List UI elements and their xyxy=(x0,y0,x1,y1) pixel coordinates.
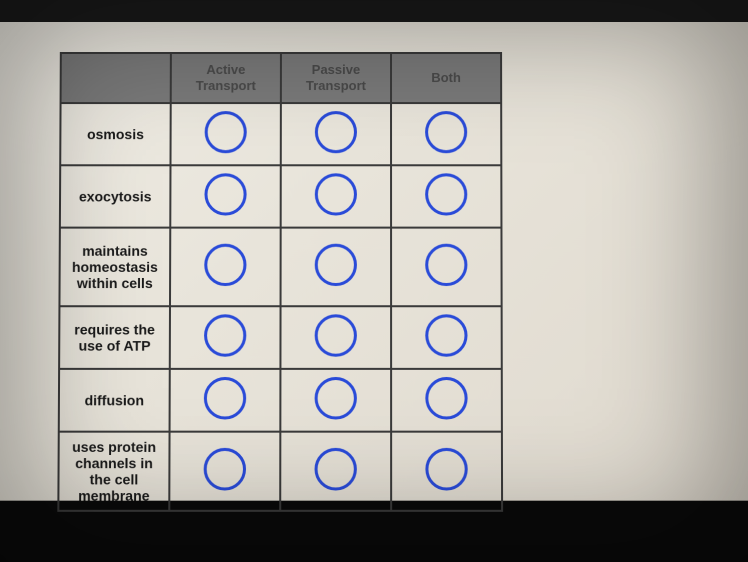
radio-cell xyxy=(280,306,391,369)
table-body: osmosis exocytosis maintains homeostasis… xyxy=(58,103,502,511)
radio-option-exocytosis-both[interactable] xyxy=(425,173,467,215)
column-header-passive: Passive Transport xyxy=(281,53,391,103)
radio-cell xyxy=(391,369,502,432)
radio-option-homeostasis-both[interactable] xyxy=(425,243,467,285)
radio-cell xyxy=(391,228,502,307)
transport-classification-table: Active Transport Passive Transport Both … xyxy=(57,52,503,512)
radio-cell xyxy=(391,432,502,512)
radio-option-protein-both[interactable] xyxy=(425,448,467,491)
radio-cell xyxy=(170,165,280,227)
radio-option-diffusion-active[interactable] xyxy=(204,376,246,419)
table-row: exocytosis xyxy=(60,165,502,227)
radio-option-homeostasis-active[interactable] xyxy=(204,243,246,285)
column-header-active: Active Transport xyxy=(171,53,281,103)
row-label-osmosis: osmosis xyxy=(60,103,170,165)
radio-option-diffusion-passive[interactable] xyxy=(315,376,357,419)
radio-option-homeostasis-passive[interactable] xyxy=(315,243,357,285)
radio-option-exocytosis-active[interactable] xyxy=(204,173,246,215)
radio-cell xyxy=(391,165,501,227)
radio-cell xyxy=(281,103,391,165)
radio-option-diffusion-both[interactable] xyxy=(425,376,467,419)
column-header-both: Both xyxy=(391,53,501,103)
row-label-atp: requires the use of ATP xyxy=(59,306,170,369)
table-row: diffusion xyxy=(59,369,502,432)
radio-cell xyxy=(280,432,391,512)
row-label-diffusion: diffusion xyxy=(59,369,170,432)
table-row: uses protein channels in the cell membra… xyxy=(58,432,502,512)
radio-cell xyxy=(170,103,280,165)
table-row: requires the use of ATP xyxy=(59,306,502,369)
radio-option-osmosis-active[interactable] xyxy=(205,111,247,153)
radio-cell xyxy=(170,369,281,432)
table-row: maintains homeostasis within cells xyxy=(59,228,501,307)
radio-option-protein-passive[interactable] xyxy=(315,448,357,491)
radio-option-osmosis-both[interactable] xyxy=(425,111,467,153)
column-header-line2: Transport xyxy=(306,78,366,93)
row-label-protein: uses protein channels in the cell membra… xyxy=(58,432,169,512)
column-header-line2: Transport xyxy=(196,78,256,93)
radio-cell xyxy=(281,228,392,307)
row-label-exocytosis: exocytosis xyxy=(60,165,171,227)
table-row: osmosis xyxy=(60,103,501,165)
radio-option-protein-active[interactable] xyxy=(204,448,246,491)
column-header-line1: Both xyxy=(431,70,461,85)
header-empty-cell xyxy=(61,53,171,103)
radio-option-exocytosis-passive[interactable] xyxy=(315,173,357,215)
column-header-line1: Active xyxy=(206,62,245,77)
radio-option-atp-passive[interactable] xyxy=(315,314,357,356)
row-label-homeostasis: maintains homeostasis within cells xyxy=(59,228,170,307)
radio-cell xyxy=(391,103,501,165)
radio-cell xyxy=(280,369,391,432)
radio-cell xyxy=(170,228,281,307)
radio-cell xyxy=(281,165,391,227)
radio-cell xyxy=(170,306,281,369)
radio-option-atp-both[interactable] xyxy=(425,314,467,356)
worksheet-surface: Active Transport Passive Transport Both … xyxy=(0,22,748,501)
table-header-row: Active Transport Passive Transport Both xyxy=(61,53,502,103)
radio-cell xyxy=(391,306,502,369)
column-header-line1: Passive xyxy=(312,62,360,77)
radio-cell xyxy=(169,432,280,512)
radio-option-atp-active[interactable] xyxy=(204,314,246,356)
radio-option-osmosis-passive[interactable] xyxy=(315,111,357,153)
